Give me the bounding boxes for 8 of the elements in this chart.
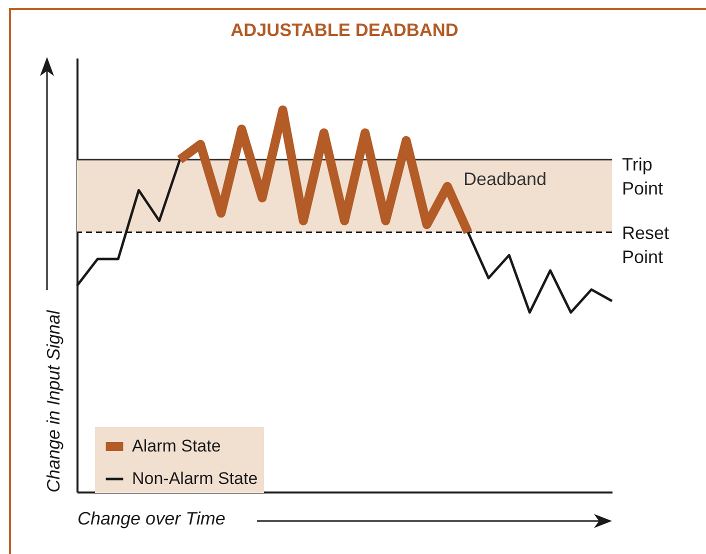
legend-label: Alarm State [132,436,221,456]
x-axis-title: Change over Time [78,508,226,528]
ref-line-label: Reset Point [622,223,670,268]
chart-title: ADJUSTABLE DEADBAND [230,20,458,40]
legend-label: Non-Alarm State [132,469,258,488]
ref-line-label: Trip Point [622,154,664,199]
band-label: Deadband [463,168,547,189]
y-axis-title: Change in Input Signal [44,309,64,492]
